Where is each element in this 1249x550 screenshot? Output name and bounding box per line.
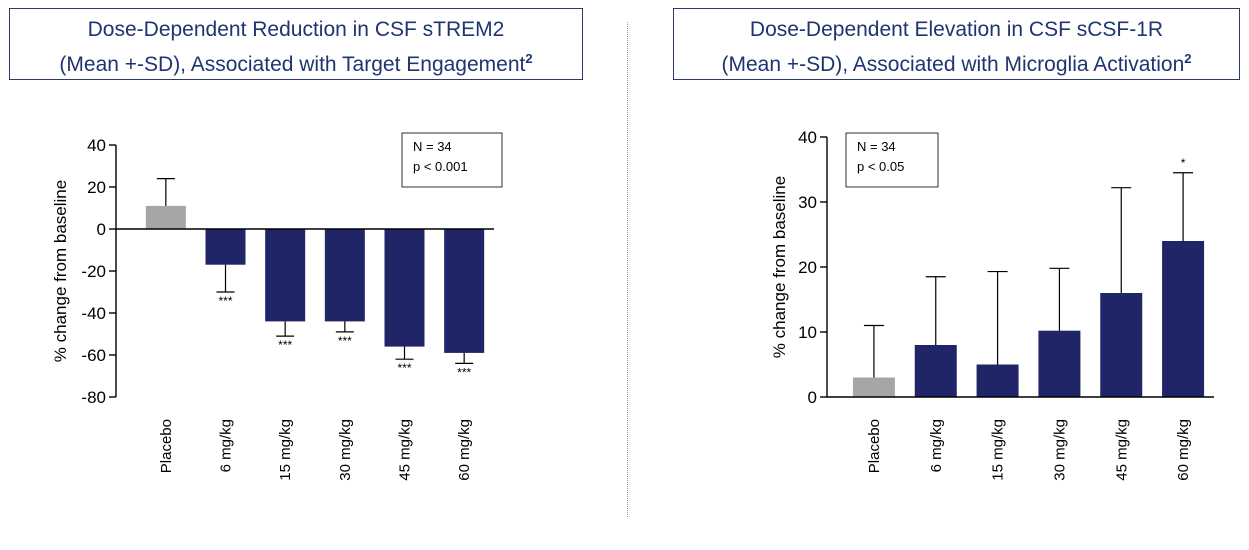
y-tick-label: -20 bbox=[81, 262, 106, 281]
bar-6-mg-kg bbox=[205, 229, 246, 265]
right-title-line2-wrap: (Mean +-SD), Associated with Microglia A… bbox=[674, 44, 1239, 79]
bar-placebo bbox=[852, 377, 895, 397]
bar-6-mg-kg bbox=[914, 345, 957, 397]
bar-60-mg-kg bbox=[444, 229, 485, 353]
x-category-label: Placebo bbox=[866, 419, 883, 473]
left-title-line2: (Mean +-SD), Associated with Target Enga… bbox=[59, 53, 526, 76]
y-tick-label: -60 bbox=[81, 346, 106, 365]
y-tick-label: 20 bbox=[798, 258, 817, 277]
x-category-label: 30 mg/kg bbox=[337, 419, 354, 481]
right-title-line2: (Mean +-SD), Associated with Microglia A… bbox=[721, 53, 1185, 76]
left-title-line2-wrap: (Mean +-SD), Associated with Target Enga… bbox=[10, 44, 582, 79]
y-tick-label: 30 bbox=[798, 193, 817, 212]
y-tick-label: -40 bbox=[81, 304, 106, 323]
y-axis-label: % change from baseline bbox=[770, 176, 789, 358]
x-category-label: 15 mg/kg bbox=[277, 419, 294, 481]
left-chart-title: Dose-Dependent Reduction in CSF sTREM2 (… bbox=[9, 8, 583, 80]
x-category-label: 45 mg/kg bbox=[397, 419, 414, 481]
bar-60-mg-kg bbox=[1162, 241, 1205, 397]
bar-placebo bbox=[145, 205, 186, 229]
significance-mark: *** bbox=[457, 365, 471, 379]
legend-box bbox=[401, 132, 503, 188]
y-tick-label: 0 bbox=[97, 220, 106, 239]
y-tick-label: 0 bbox=[808, 388, 817, 407]
x-category-label: 15 mg/kg bbox=[990, 419, 1007, 481]
legend-n: N = 34 bbox=[413, 139, 452, 154]
right-title-line1: Dose-Dependent Elevation in CSF sCSF-1R bbox=[749, 18, 1164, 41]
x-category-label: 6 mg/kg bbox=[928, 419, 945, 472]
y-tick-label: -80 bbox=[81, 388, 106, 407]
bar-30-mg-kg bbox=[324, 229, 365, 322]
x-category-label: 45 mg/kg bbox=[1113, 419, 1130, 481]
y-tick-label: 40 bbox=[87, 136, 106, 155]
left-title-line1: Dose-Dependent Reduction in CSF sTREM2 bbox=[87, 18, 505, 41]
y-tick-label: 20 bbox=[87, 178, 106, 197]
bar-45-mg-kg bbox=[384, 229, 425, 347]
panel-divider bbox=[627, 22, 628, 517]
bar-30-mg-kg bbox=[1038, 330, 1081, 397]
x-category-label: 30 mg/kg bbox=[1051, 419, 1068, 481]
bar-15-mg-kg bbox=[976, 364, 1019, 397]
significance-mark: *** bbox=[397, 361, 411, 375]
significance-mark: *** bbox=[278, 338, 292, 352]
legend-box bbox=[845, 132, 939, 188]
significance-mark: *** bbox=[338, 334, 352, 348]
right-chart-title: Dose-Dependent Elevation in CSF sCSF-1R … bbox=[673, 8, 1240, 80]
significance-mark: * bbox=[1181, 156, 1186, 170]
strem2-bar-chart: % change from baseline 40 20 0 -20 -40 -60 -80 P… bbox=[51, 132, 503, 481]
legend-n: N = 34 bbox=[857, 139, 896, 154]
bar-45-mg-kg bbox=[1100, 293, 1143, 397]
x-category-label: 60 mg/kg bbox=[456, 419, 473, 481]
y-tick-label: 10 bbox=[798, 323, 817, 342]
x-category-label: 6 mg/kg bbox=[218, 419, 235, 472]
legend-p-value: p < 0.05 bbox=[857, 159, 904, 174]
left-title-footnote: 2 bbox=[525, 51, 533, 66]
y-tick-label: 40 bbox=[798, 128, 817, 147]
y-axis-label: % change from baseline bbox=[51, 180, 70, 362]
legend-p-value: p < 0.001 bbox=[413, 159, 468, 174]
x-category-label: Placebo bbox=[158, 419, 175, 473]
bar-15-mg-kg bbox=[265, 229, 306, 322]
scsf1r-bar-chart: % change from baseline 0 10 20 30 40 Placebo 6 … bbox=[770, 128, 1214, 481]
significance-mark: *** bbox=[218, 294, 232, 308]
x-category-label: 60 mg/kg bbox=[1175, 419, 1192, 481]
right-title-footnote: 2 bbox=[1184, 51, 1192, 66]
